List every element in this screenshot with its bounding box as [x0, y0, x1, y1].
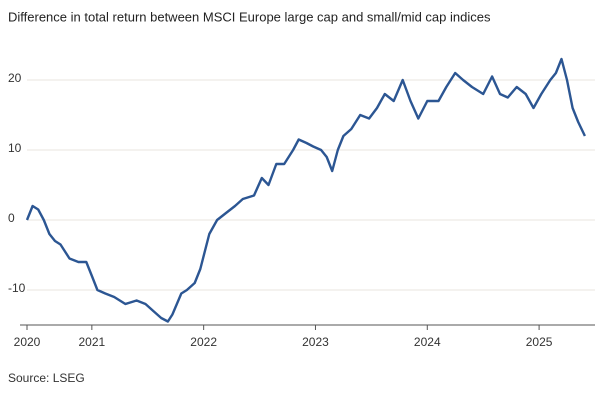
x-tick-label: 2022 [190, 335, 217, 349]
x-tick-label: 2023 [302, 335, 329, 349]
y-tick-label: 10 [8, 141, 22, 155]
source: Source: LSEG [8, 371, 85, 385]
y-tick-label: 20 [8, 71, 22, 85]
x-tick-label: 2024 [414, 335, 441, 349]
x-tick-label: 2025 [526, 335, 553, 349]
y-tick-label: 0 [8, 211, 15, 225]
line-series [25, 57, 586, 323]
y-tick-label: -10 [8, 281, 26, 295]
x-tick-label: 2020 [14, 335, 41, 349]
chart-title: Difference in total return between MSCI … [8, 9, 491, 24]
x-tick-label: 2021 [78, 335, 105, 349]
